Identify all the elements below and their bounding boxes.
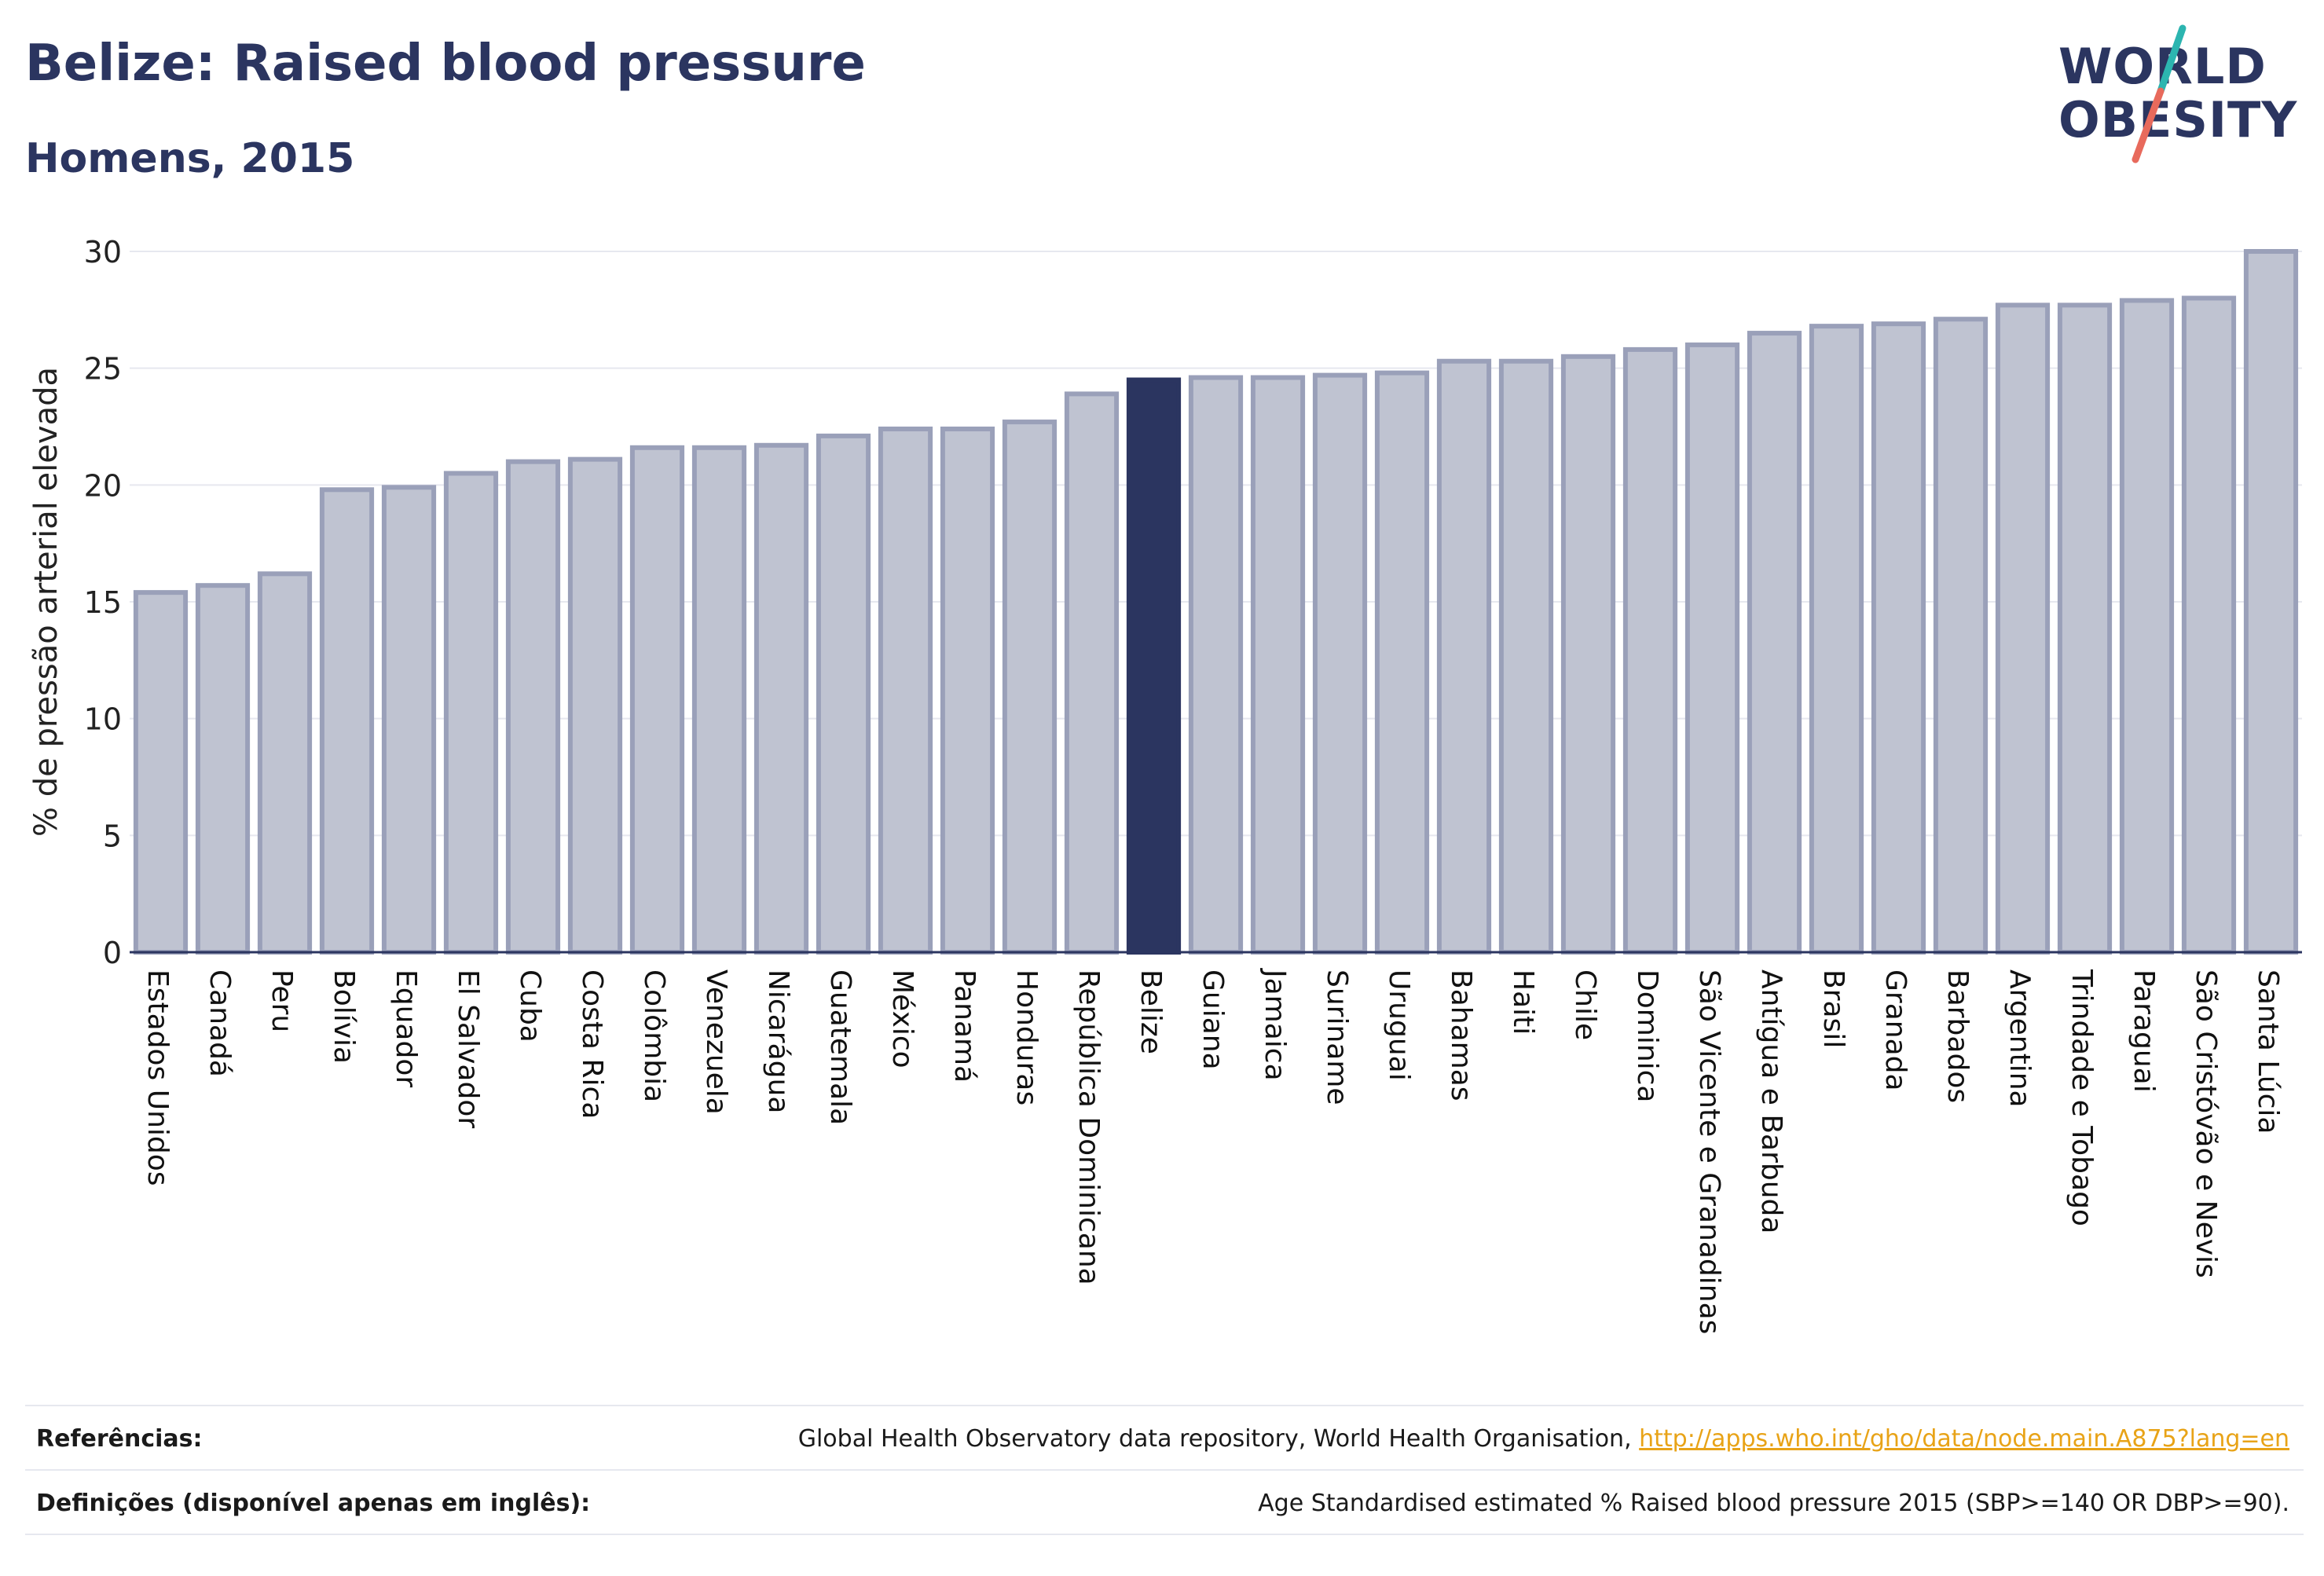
x-tick-label: Costa Rica — [576, 969, 608, 1119]
y-axis-label: % de pressão arterial elevada — [28, 367, 64, 837]
footer-divider — [25, 1534, 2304, 1535]
bar — [1064, 391, 1120, 955]
bar — [319, 487, 375, 955]
bar — [691, 445, 747, 955]
bar — [1374, 370, 1430, 955]
definitions-value: Age Standardised estimated % Raised bloo… — [1258, 1490, 2289, 1517]
x-tick-label: Guiana — [1197, 969, 1229, 1070]
x-tick-label: Trindade e Tobago — [2066, 969, 2098, 1226]
bar — [505, 459, 561, 955]
x-tick-label: El Salvador — [452, 969, 484, 1128]
x-tick-label: Estados Unidos — [141, 969, 174, 1186]
bar — [2243, 249, 2299, 955]
bar — [1622, 346, 1678, 955]
y-tick-label: 0 — [103, 936, 122, 970]
x-tick-label: São Vicente e Granadinas — [1693, 969, 1725, 1334]
bar — [1809, 324, 1864, 955]
definitions-label: Definições (disponível apenas em inglês)… — [36, 1490, 591, 1517]
x-tick-label: Argentina — [2003, 969, 2036, 1108]
y-tick-label: 25 — [84, 352, 122, 387]
bar-highlight — [1126, 377, 1182, 955]
bar — [381, 485, 437, 955]
x-tick-label: México — [886, 969, 918, 1068]
x-tick-label: Paraguai — [2128, 969, 2160, 1093]
bar — [1002, 420, 1058, 955]
y-tick-label: 5 — [103, 819, 122, 853]
y-tick-label: 30 — [84, 235, 122, 269]
bar — [1684, 342, 1740, 955]
x-tick-label: Haiti — [1507, 969, 1539, 1035]
x-tick-label: Bolívia — [328, 969, 360, 1064]
bar — [940, 426, 995, 955]
bar — [629, 445, 685, 955]
x-tick-label: Cuba — [514, 969, 546, 1043]
bar — [1498, 358, 1554, 955]
x-tick-label: Jamaica — [1259, 968, 1291, 1081]
references-text: Global Health Observatory data repositor… — [797, 1425, 1640, 1453]
bar — [443, 471, 499, 955]
x-tick-label: Uruguai — [1383, 969, 1415, 1081]
references-row: Referências: Global Health Observatory d… — [25, 1405, 2304, 1469]
bar — [816, 433, 871, 955]
chart-title: Belize: Raised blood pressure — [25, 35, 866, 93]
definitions-row: Definições (disponível apenas em inglês)… — [25, 1469, 2304, 1534]
x-tick-label: República Dominicana — [1072, 969, 1105, 1285]
x-tick-label: Nicarágua — [762, 969, 794, 1113]
x-tick-label: Honduras — [1010, 969, 1043, 1105]
bar — [2057, 302, 2113, 955]
bar — [1312, 372, 1368, 955]
bar — [1747, 331, 1802, 955]
bar — [1933, 317, 1989, 955]
x-tick-label: Bahamas — [1445, 969, 1477, 1101]
y-tick-label: 15 — [84, 585, 122, 620]
x-tick-label: Antígua e Barbuda — [1755, 969, 1787, 1233]
bar — [753, 442, 809, 955]
x-tick-label: São Cristóvão e Nevis — [2190, 969, 2222, 1278]
x-tick-label: Guatemala — [824, 969, 856, 1125]
y-tick-label: 20 — [84, 468, 122, 503]
bar — [878, 426, 933, 955]
x-tick-label: Belize — [1135, 969, 1167, 1054]
y-tick-label: 10 — [84, 702, 122, 737]
x-tick-label: Peru — [266, 969, 298, 1032]
references-label: Referências: — [36, 1425, 203, 1453]
x-tick-label: Chile — [1569, 969, 1601, 1040]
x-tick-label: Dominica — [1631, 969, 1663, 1103]
x-tick-label: Colômbia — [638, 969, 670, 1102]
logo-slash-icon — [2132, 24, 2187, 163]
bar — [567, 456, 623, 955]
x-tick-label: Equador — [390, 969, 422, 1087]
bar — [195, 583, 251, 955]
x-tick-label: Santa Lúcia — [2252, 969, 2284, 1134]
world-obesity-logo: WORLD OBESITY — [2043, 22, 2310, 171]
x-tick-label: Granada — [1879, 969, 1912, 1091]
bar — [133, 590, 189, 955]
x-tick-label: Brasil — [1817, 969, 1849, 1048]
bar — [1188, 375, 1244, 955]
x-tick-label: Panamá — [948, 969, 981, 1083]
bar — [2181, 295, 2237, 955]
bar — [257, 571, 313, 955]
references-link[interactable]: http://apps.who.int/gho/data/node.main.A… — [1639, 1425, 2289, 1453]
x-tick-label: Venezuela — [700, 969, 732, 1115]
bar — [1871, 321, 1926, 955]
x-tick-label: Suriname — [1321, 969, 1353, 1105]
bar-chart: 0 5 10 15 20 25 30 % de pressão arterial elevad… — [28, 235, 2302, 1334]
chart-subtitle: Homens, 2015 — [25, 135, 355, 182]
x-tick-label: Barbados — [1941, 969, 1974, 1103]
bar — [1560, 354, 1616, 955]
bar — [1436, 358, 1492, 955]
x-tick-label: Canadá — [203, 969, 236, 1077]
bar — [1250, 375, 1306, 955]
logo-line-2: OBESITY — [2058, 91, 2298, 148]
bar — [1995, 302, 2051, 955]
references-value: Global Health Observatory data repositor… — [798, 1425, 2289, 1453]
bar — [2119, 298, 2175, 955]
